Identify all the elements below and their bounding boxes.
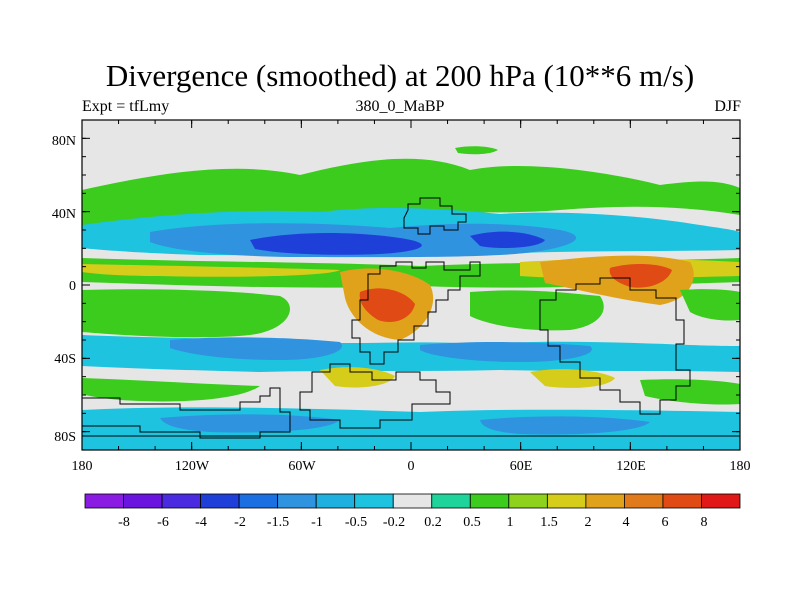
colorbar-label: 6 — [662, 515, 669, 530]
colorbar-label: 1.5 — [540, 515, 558, 530]
continent-outline-north — [403, 197, 467, 235]
colorbar-label: 2 — [585, 515, 592, 530]
colorbar — [84, 493, 741, 509]
lon-label-180w: 180 — [72, 459, 93, 474]
colorbar-swatch — [662, 493, 702, 509]
continent-outline-southwest — [82, 387, 291, 439]
experiment-label: Expt = tfLmy — [82, 98, 170, 115]
colorbar-label: -2 — [234, 515, 246, 530]
colorbar-swatch — [585, 493, 625, 509]
colorbar-swatch — [238, 493, 279, 509]
lat-label-40s: 40S — [54, 352, 76, 367]
season-label: DJF — [714, 98, 741, 115]
colorbar-swatch — [354, 493, 394, 509]
colorbar-label: -8 — [118, 515, 130, 530]
lon-label-0: 0 — [408, 459, 415, 474]
colorbar-labels: -8 -6 -4 -2 -1.5 -1 -0.5 -0.2 0.2 0.5 1 … — [118, 515, 707, 530]
colorbar-label: -1.5 — [267, 515, 289, 530]
field-green-south — [82, 289, 740, 338]
colorbar-label: 0.2 — [424, 515, 442, 530]
map-field — [82, 120, 740, 450]
colorbar-label: -1 — [311, 515, 323, 530]
colorbar-swatch — [200, 493, 240, 509]
field-red-africa — [359, 288, 415, 323]
field-yellow-south — [320, 367, 615, 388]
colorbar-swatch — [508, 493, 548, 509]
lat-label-80n: 80N — [52, 134, 76, 149]
colorbar-swatch — [469, 493, 510, 509]
lon-label-180e: 180 — [730, 459, 751, 474]
colorbar-label: 1 — [507, 515, 514, 530]
colorbar-label: -4 — [195, 515, 207, 530]
colorbar-swatch — [701, 493, 741, 509]
colorbar-swatch — [277, 493, 317, 509]
lon-label-120w: 120W — [175, 459, 210, 474]
colorbar-label: 4 — [623, 515, 630, 530]
colorbar-label: 0.5 — [463, 515, 481, 530]
lat-label-40n: 40N — [52, 207, 76, 222]
lon-label-60w: 60W — [288, 459, 316, 474]
continent-outlines — [82, 197, 740, 439]
continent-outline-east — [539, 277, 691, 415]
colorbar-swatch — [431, 493, 471, 509]
colorbar-swatch — [161, 493, 201, 509]
colorbar-swatch — [315, 493, 356, 509]
lon-label-120e: 120E — [616, 459, 646, 474]
colorbar-label: -6 — [157, 515, 169, 530]
colorbar-swatch — [84, 493, 124, 509]
colorbar-swatch — [624, 493, 664, 509]
colorbar-swatch — [123, 493, 163, 509]
plot-title: Divergence (smoothed) at 200 hPa (10**6 … — [105, 58, 695, 93]
continent-outline-south — [299, 363, 451, 429]
lat-label-80s: 80S — [54, 430, 76, 445]
colorbar-label: 8 — [701, 515, 708, 530]
field-green-arctic — [455, 146, 498, 155]
lon-label-60e: 60E — [510, 459, 533, 474]
axis-ticks — [81, 120, 741, 450]
field-red-eq — [609, 264, 672, 288]
colorbar-label: -0.5 — [345, 515, 367, 530]
field-blue-south — [170, 337, 592, 362]
continent-outline-pangea-central — [351, 261, 481, 365]
field-blue-polar — [160, 414, 650, 435]
lat-label-eq: 0 — [69, 279, 76, 294]
field-green-north — [82, 158, 740, 228]
period-label: 380_0_MaBP — [355, 98, 445, 115]
colorbar-swatch — [546, 493, 587, 509]
colorbar-label: -0.2 — [383, 515, 405, 530]
field-darkblue-north — [250, 231, 545, 255]
colorbar-swatch — [392, 493, 433, 509]
